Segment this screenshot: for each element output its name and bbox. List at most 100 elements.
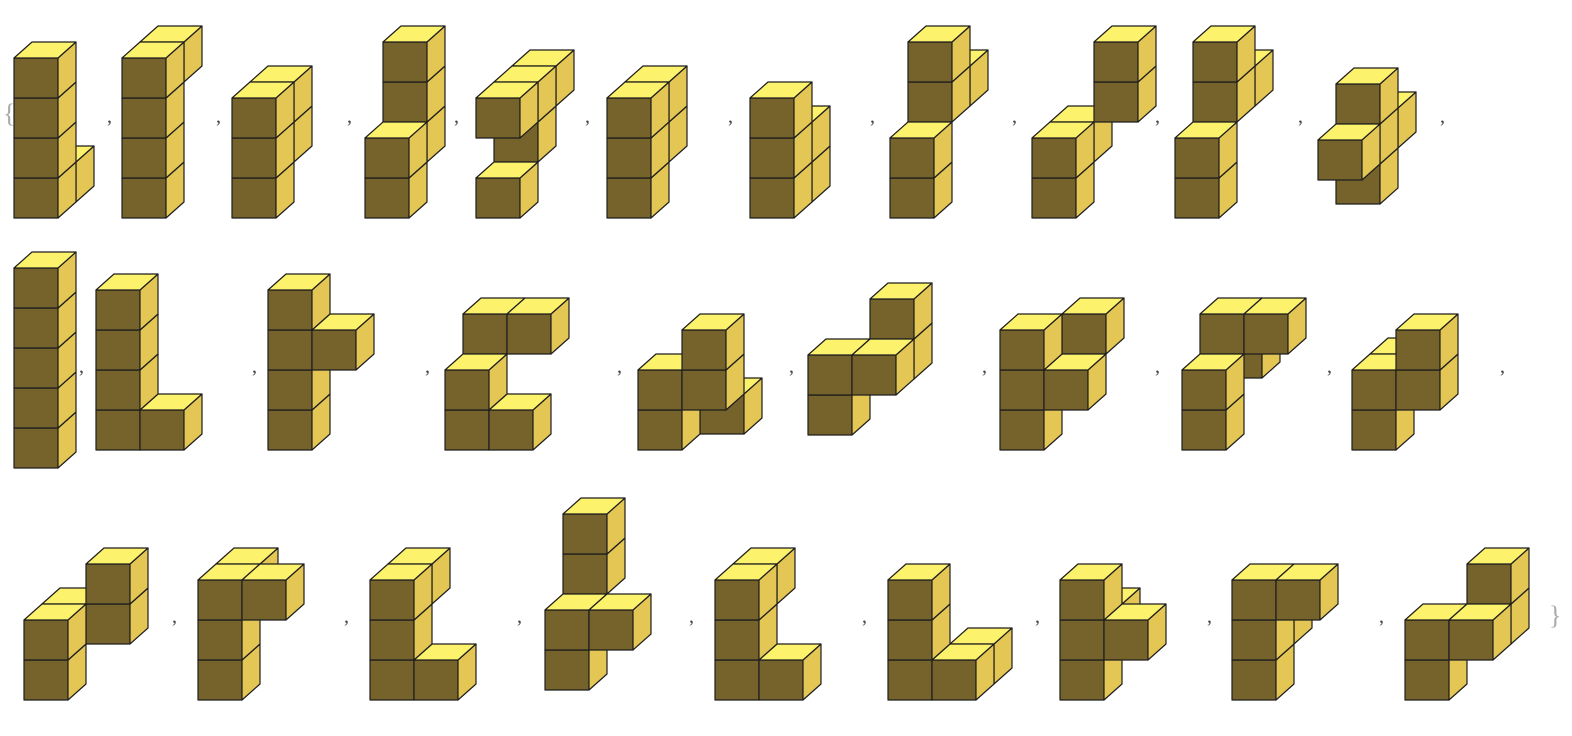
cube-front (758, 659, 804, 701)
polycubes (13, 25, 1530, 701)
cube-front (907, 81, 953, 123)
cube (907, 25, 971, 83)
cube-top (475, 161, 539, 179)
cube-top (887, 563, 951, 581)
cube (85, 547, 149, 605)
cube-top (999, 313, 1063, 331)
cube-front (95, 369, 141, 411)
cube-front (267, 409, 313, 451)
cube-front (1031, 177, 1077, 219)
polycube (369, 547, 477, 701)
cube (714, 563, 778, 621)
separator: , (870, 106, 875, 128)
cube (488, 393, 552, 451)
cube-front (13, 387, 59, 429)
cube-front (369, 579, 415, 621)
cube-front (85, 603, 131, 645)
cube-front (851, 354, 897, 396)
polycube (1181, 297, 1307, 451)
cube (1448, 603, 1512, 661)
cube-front (1181, 369, 1227, 411)
cube-front (807, 354, 853, 396)
cube-front (121, 57, 167, 99)
cube-front (13, 307, 59, 349)
cube (869, 282, 933, 340)
cube-front (749, 177, 795, 219)
cube-front (606, 97, 652, 139)
cube-front (23, 659, 69, 701)
cube (887, 563, 951, 621)
cube-front (121, 97, 167, 139)
separator: , (1207, 606, 1212, 628)
cube-front (1061, 313, 1107, 355)
cube-front (637, 369, 683, 411)
cube-top (13, 251, 77, 269)
cube-top (907, 25, 971, 43)
cube-top (267, 273, 331, 291)
separator: , (454, 106, 459, 128)
cube (382, 25, 446, 83)
cube-front (241, 579, 287, 621)
cube-front (1093, 41, 1139, 83)
cube (1335, 67, 1399, 125)
cube-top (95, 273, 159, 291)
cube-front (606, 177, 652, 219)
cube-front (267, 289, 313, 331)
cube (1031, 121, 1095, 179)
cube-front (869, 298, 915, 340)
cube-top (1466, 547, 1530, 565)
cube-front (369, 619, 415, 661)
cube-top (475, 81, 539, 99)
cube (1317, 123, 1381, 181)
cube (681, 313, 745, 371)
cube (588, 593, 652, 651)
cube (749, 81, 813, 139)
cube-front (197, 579, 243, 621)
cube-front (1243, 313, 1289, 355)
polycube (1231, 563, 1339, 701)
cube-front (637, 409, 683, 451)
polycube (749, 81, 831, 219)
separator: , (1379, 606, 1384, 628)
polycube (197, 547, 305, 701)
cube (1192, 25, 1256, 83)
cube-front (462, 313, 508, 355)
cube-front (999, 409, 1045, 451)
cube-front (444, 409, 490, 451)
cube-top (606, 81, 670, 99)
cube (311, 313, 375, 371)
polycube (889, 25, 989, 219)
cube-front (1231, 619, 1277, 661)
polycube (1031, 25, 1157, 219)
cube-front (606, 137, 652, 179)
cube (413, 643, 477, 701)
separator: , (1327, 356, 1332, 378)
cube (1181, 353, 1245, 411)
cube-front (562, 553, 608, 595)
cube (562, 497, 626, 555)
cube-top (231, 81, 295, 99)
cube-front (1103, 619, 1149, 661)
cube-front (714, 619, 760, 661)
cube-top (1395, 313, 1459, 331)
cube-front (1351, 409, 1397, 451)
cube (364, 121, 428, 179)
cube-top (562, 497, 626, 515)
separator: , (1012, 106, 1017, 128)
cube-top (241, 563, 305, 581)
separator: , (1035, 606, 1040, 628)
polycube (807, 282, 933, 436)
cube-front (1031, 137, 1077, 179)
cube-front (488, 409, 534, 451)
polycube (364, 25, 446, 219)
cube-front (1335, 83, 1381, 125)
cube-top (869, 282, 933, 300)
cube-top (681, 313, 745, 331)
cube-front (197, 619, 243, 661)
cube (1466, 547, 1530, 605)
cube-front (681, 329, 727, 371)
cube-front (85, 563, 131, 605)
cube-top (1059, 563, 1123, 581)
polycube (637, 313, 763, 451)
